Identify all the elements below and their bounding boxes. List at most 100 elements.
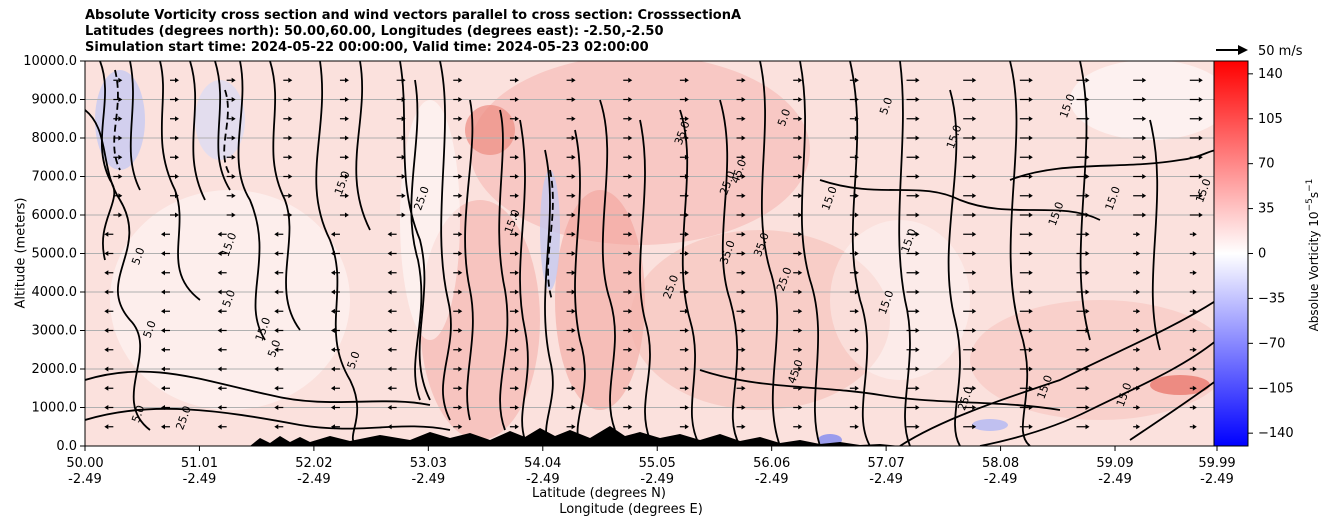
wind-vector-head	[160, 270, 165, 276]
wind-vector-head	[798, 251, 803, 256]
wind-vector-head	[1136, 347, 1141, 353]
wind-vector-head	[684, 328, 689, 333]
wind-vector-head	[104, 405, 109, 410]
wind-vector-head	[741, 385, 746, 391]
wind-vector-head	[854, 231, 859, 237]
wind-vector-head	[1192, 424, 1197, 430]
wind-vector-head	[972, 231, 977, 237]
wind-vector-head	[741, 424, 746, 430]
wind-vector-head	[571, 328, 576, 333]
colorbar: 140 105 70 35 0 −35 −70 −105 −140 Absolue Vortic…	[1213, 60, 1321, 447]
wind-vector-head	[628, 270, 633, 276]
wind-vector-head	[972, 154, 977, 160]
wind-vector-head	[798, 116, 803, 122]
wind-vector-head	[387, 231, 392, 237]
wind-vector-head	[741, 212, 746, 218]
wind-vector-head	[628, 405, 633, 410]
wind-vector-head	[915, 328, 920, 333]
colorbar-tick-label: −35	[1258, 291, 1285, 306]
colorbar-tick-label: 70	[1258, 157, 1275, 172]
wind-vector-head	[514, 174, 519, 179]
wind-vector-head	[1085, 308, 1090, 314]
wind-vector-head	[628, 212, 633, 218]
wind-vector-head	[915, 289, 920, 295]
wind-vector-head	[1028, 212, 1033, 218]
wind-vector-head	[1085, 231, 1090, 237]
wind-vector-head	[288, 135, 293, 141]
quiver-key: 50 m/s	[1216, 44, 1303, 59]
wind-vector-head	[628, 424, 633, 430]
wind-vector-head	[514, 77, 519, 83]
wind-vector-head	[274, 308, 279, 314]
wind-vector-head	[1085, 193, 1090, 199]
wind-vector-head	[972, 328, 977, 333]
wind-vector-head	[741, 193, 746, 199]
wind-vector-head	[217, 289, 222, 295]
colorbar-tick-label: −70	[1258, 336, 1285, 351]
wind-vector-head	[118, 154, 123, 160]
contour-label: 5.0	[129, 246, 147, 267]
wind-vector-head	[458, 174, 463, 179]
wind-vector-head	[915, 270, 920, 276]
wind-vector-head	[401, 154, 406, 160]
wind-vector-head	[854, 289, 859, 295]
wind-vector-head	[330, 405, 335, 410]
wind-vector-head	[571, 135, 576, 141]
contour-label: 5.0	[220, 288, 238, 309]
wind-vector-head	[854, 405, 859, 410]
wind-vector-head	[514, 231, 519, 237]
wind-vector-head	[160, 251, 165, 256]
x-tick-label-lat: 56.06	[753, 456, 790, 471]
wind-vector-head	[972, 174, 977, 179]
wind-vector-head	[1085, 116, 1090, 122]
wind-vector-head	[458, 308, 463, 314]
wind-vectors	[104, 77, 1203, 430]
wind-vector-head	[1192, 231, 1197, 237]
wind-vector-head	[628, 347, 633, 353]
wind-vector-head	[104, 424, 109, 430]
wind-vector-head	[1028, 405, 1033, 410]
wind-vector-head	[915, 231, 920, 237]
wind-vector-head	[1085, 135, 1090, 141]
wind-vector-head	[571, 270, 576, 276]
wind-vector-head	[330, 308, 335, 314]
wind-vector-head	[571, 366, 576, 372]
colorbar-ticks: 140 105 70 35 0 −35 −70 −105 −140	[1248, 67, 1294, 441]
wind-vector-head	[1136, 289, 1141, 295]
wind-vector-head	[1142, 193, 1147, 199]
wind-vector-head	[1028, 270, 1033, 276]
wind-vector-head	[174, 212, 179, 218]
wind-vector-head	[1142, 135, 1147, 141]
x-axis-label-lon: Longitude (degrees E)	[559, 502, 703, 517]
wind-vector-head	[514, 154, 519, 160]
wind-vector-head	[330, 231, 335, 237]
wind-vector-head	[231, 193, 236, 199]
wind-vector-head	[1028, 424, 1033, 430]
wind-vector-head	[684, 193, 689, 199]
wind-vector-head	[972, 77, 977, 83]
wind-vector-head	[1198, 116, 1203, 122]
wind-vector-head	[628, 328, 633, 333]
x-tick-label-lat: 51.01	[181, 456, 218, 471]
contour-label: 5.0	[877, 96, 895, 117]
wind-vector-head	[684, 174, 689, 179]
wind-vector-head	[514, 328, 519, 333]
wind-vector-head	[274, 385, 279, 391]
wind-vector-head	[1085, 289, 1090, 295]
wind-vector-head	[274, 231, 279, 237]
wind-vector-head	[217, 424, 222, 430]
colorbar-tick-label: −140	[1258, 426, 1294, 441]
wind-vector-head	[104, 366, 109, 372]
x-axis-label-lat: Latitude (degrees N)	[532, 486, 666, 501]
wind-vector-head	[972, 270, 977, 276]
wind-vector-head	[104, 289, 109, 295]
wind-vector-head	[344, 77, 349, 83]
wind-vector-head	[1198, 97, 1203, 102]
wind-vector-head	[514, 385, 519, 391]
wind-vector-head	[1085, 77, 1090, 83]
wind-vector-head	[628, 154, 633, 160]
wind-vector-head	[1136, 308, 1141, 314]
wind-vector-head	[1085, 366, 1090, 372]
wind-vector-head	[571, 424, 576, 430]
wind-vector-head	[231, 135, 236, 141]
